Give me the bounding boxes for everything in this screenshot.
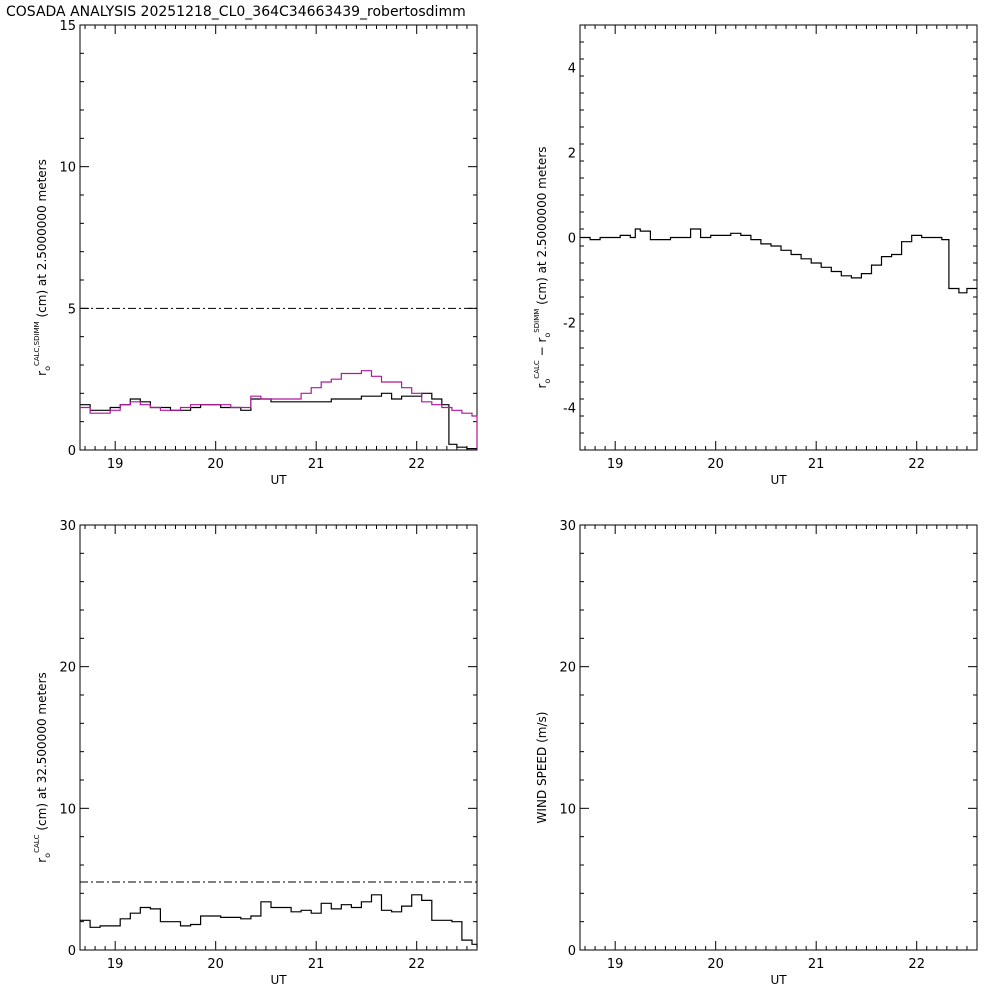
y-tick-label: 10: [59, 161, 76, 176]
x-tick-label: 21: [808, 957, 825, 972]
y-label-mid: − r: [535, 338, 549, 361]
y-label-main: r: [35, 858, 49, 863]
series-line-0: [80, 894, 478, 948]
x-tick-label: 22: [408, 957, 425, 972]
x-tick-label: 19: [107, 457, 124, 472]
y-axis-label: roCALC (cm) at 32.500000 meters: [33, 672, 52, 863]
y-tick-label: 20: [59, 661, 76, 676]
y-label-main: WIND SPEED (m/s): [535, 712, 549, 824]
chart-bottom-left: 19 20 21 22 UT 0 10 20 30 roCALC (cm) at 32.50000…: [33, 519, 478, 987]
x-tick-label: 19: [607, 957, 624, 972]
x-tick-label: 22: [408, 457, 425, 472]
y-label-main: r: [35, 371, 49, 376]
x-axis-label: UT: [770, 473, 787, 487]
y-label-post: (cm) at 2.5000000 meters: [535, 146, 549, 308]
y-axis-label: roCALC,SDIMM (cm) at 2.5000000 meters: [33, 159, 52, 376]
x-tick-label: 20: [707, 457, 724, 472]
x-tick-label: 21: [308, 957, 325, 972]
y-tick-label: 0: [568, 232, 576, 247]
x-axis-label: UT: [270, 973, 287, 987]
y-tick-label: 10: [559, 802, 576, 817]
x-tick-label: 20: [707, 957, 724, 972]
plot-frame: [579, 24, 978, 451]
y-tick-label: 2: [568, 147, 576, 162]
y-label-sub: o: [43, 853, 52, 858]
series-line-0: [580, 228, 977, 294]
y-label-sub: o: [543, 379, 552, 384]
y-label-post: (cm) at 2.5000000 meters: [35, 159, 49, 321]
y-label-post: (cm) at 32.500000 meters: [35, 672, 49, 834]
series-line-1: [80, 370, 478, 449]
y-tick-label: 0: [68, 944, 76, 959]
y-axis-label: WIND SPEED (m/s): [535, 712, 549, 824]
y-label-sup: CALC,SDIMM: [33, 321, 41, 366]
y-label-sub: o: [543, 333, 552, 338]
x-tick-label: 19: [107, 957, 124, 972]
chart-top-left: 19 20 21 22 UT 0 5 10 15 roCALC,SDIMM (cm) at 2.5…: [33, 19, 478, 487]
y-tick-label: 0: [568, 944, 576, 959]
x-axis-label: UT: [770, 973, 787, 987]
x-tick-label: 20: [207, 957, 224, 972]
y-label-sub: o: [43, 366, 52, 371]
x-tick-label: 20: [207, 457, 224, 472]
y-tick-label: -2: [563, 317, 576, 332]
x-tick-label: 19: [607, 457, 624, 472]
y-tick-label: 0: [68, 444, 76, 459]
y-tick-label: 5: [68, 302, 76, 317]
page-title: COSADA ANALYSIS 20251218_CL0_364C3466343…: [6, 4, 466, 20]
plot-frame: [579, 524, 978, 951]
plot-frame: [79, 24, 478, 451]
y-tick-label: 4: [568, 62, 576, 77]
x-tick-label: 21: [808, 457, 825, 472]
chart-bottom-right: 19 20 21 22 UT 0 10 20 30 WIND SPEED (m/s): [535, 519, 978, 987]
y-tick-label: -4: [563, 402, 576, 417]
y-label-sup: SDIMM: [533, 309, 541, 333]
y-axis-label: roCALC − roSDIMM (cm) at 2.5000000 meter…: [533, 146, 552, 388]
x-tick-label: 22: [908, 957, 925, 972]
y-label-sup: CALC: [533, 360, 541, 379]
y-tick-label: 30: [59, 519, 76, 534]
y-tick-label: 20: [559, 661, 576, 676]
y-tick-label: 15: [59, 19, 76, 34]
y-tick-label: 10: [59, 802, 76, 817]
x-tick-label: 22: [908, 457, 925, 472]
x-axis-label: UT: [270, 473, 287, 487]
y-label-sup: CALC: [33, 834, 41, 853]
y-label-main: r: [535, 384, 549, 389]
x-tick-label: 21: [308, 457, 325, 472]
series-line-0: [80, 392, 477, 450]
plot-frame: [79, 524, 478, 951]
y-tick-label: 30: [559, 519, 576, 534]
